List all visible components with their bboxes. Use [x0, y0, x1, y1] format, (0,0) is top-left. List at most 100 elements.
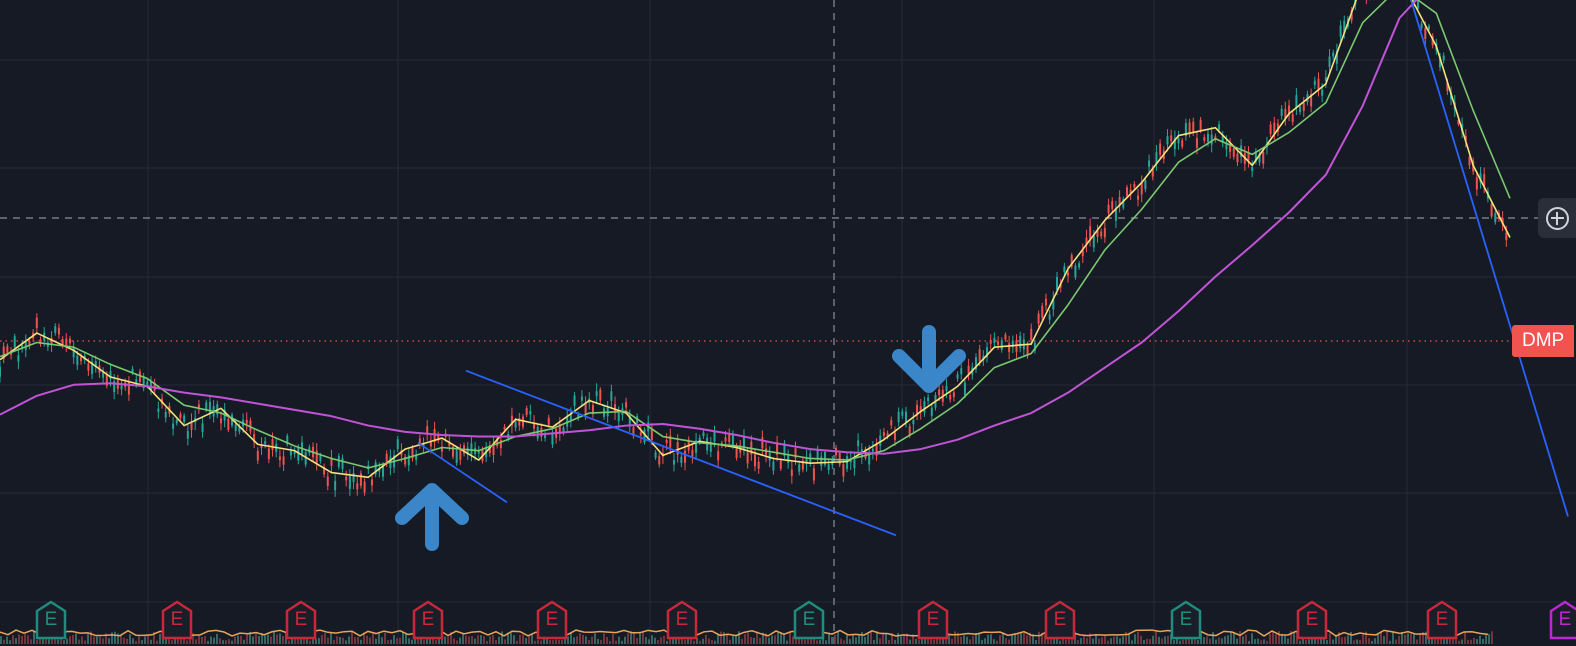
volume-bar [21, 636, 23, 644]
volume-bar [18, 634, 20, 644]
crosshair-plus-icon[interactable] [1538, 198, 1576, 238]
volume-bar [447, 636, 449, 644]
candle-body [1159, 143, 1162, 155]
candle-body [363, 481, 366, 493]
candle-body [1254, 151, 1257, 162]
volume-bar [561, 639, 563, 644]
volume-bar [1440, 636, 1442, 644]
earnings-marker[interactable]: E [285, 600, 317, 640]
volume-bar [1404, 634, 1406, 644]
earnings-marker[interactable]: E [1549, 600, 1576, 640]
candle-body [76, 355, 79, 366]
volume-bar [1488, 633, 1490, 644]
volume-bar [870, 631, 872, 644]
candle-body [1225, 143, 1228, 150]
volume-bar [1221, 638, 1223, 644]
volume-bar [582, 634, 584, 644]
candle-body [1148, 160, 1151, 167]
volume-bar [858, 635, 860, 644]
volume-bar [852, 633, 854, 644]
volume-bar [819, 640, 821, 644]
earnings-marker[interactable]: E [536, 600, 568, 640]
candle-body [477, 450, 480, 454]
earnings-marker[interactable]: E [917, 600, 949, 640]
candle-body [540, 427, 543, 437]
candle-body [319, 455, 322, 462]
candle-body [672, 459, 675, 465]
candle-body [754, 454, 756, 467]
earnings-marker[interactable]: E [793, 600, 825, 640]
volume-bar [1380, 631, 1382, 644]
earnings-marker[interactable]: E [35, 600, 67, 640]
volume-bar [1170, 634, 1172, 644]
volume-bar [501, 631, 503, 644]
volume-bar [1017, 634, 1019, 644]
candle-body [930, 407, 933, 416]
candle-body [1276, 123, 1279, 132]
candle-body [1457, 120, 1460, 124]
volume-bar [432, 634, 434, 644]
earnings-marker[interactable]: E [412, 600, 444, 640]
candle-body [580, 396, 583, 401]
candle-body [846, 456, 849, 469]
volume-bar [267, 634, 269, 644]
candle-body [1424, 27, 1427, 39]
candle-body [963, 382, 966, 396]
volume-bar [849, 639, 851, 644]
volume-bar [672, 638, 674, 644]
candle-body [1011, 341, 1014, 348]
candle-body [1033, 342, 1036, 351]
volume-bar [381, 637, 383, 644]
candle-body [109, 371, 112, 379]
volume-bar [1425, 631, 1427, 644]
volume-bar [1128, 633, 1130, 644]
earnings-marker-label: E [421, 609, 435, 630]
volume-bar [699, 640, 701, 644]
candle-body [286, 435, 289, 445]
earnings-marker[interactable]: E [1170, 600, 1202, 640]
candle-body [304, 452, 307, 465]
arrow-up-icon [395, 483, 469, 551]
candle-body [974, 357, 977, 370]
volume-bar [48, 639, 50, 644]
volume-bar [558, 639, 560, 644]
candle-body [39, 339, 42, 345]
candle-body [466, 447, 469, 455]
candle-body [1048, 314, 1051, 320]
volume-bar [1104, 634, 1106, 644]
volume-bar [864, 637, 866, 644]
volume-bar [366, 635, 368, 644]
volume-bar [774, 635, 776, 644]
volume-bar [1146, 638, 1148, 644]
volume-bar [1080, 638, 1082, 644]
volume-bar [993, 639, 995, 644]
candle-body [1269, 124, 1272, 135]
volume-bar [513, 635, 515, 644]
volume-bar [762, 632, 764, 644]
volume-bar [756, 631, 758, 644]
earnings-marker[interactable]: E [1044, 600, 1076, 640]
candle-body [348, 476, 351, 489]
candle-body [680, 456, 683, 463]
volume-bar [93, 636, 95, 644]
earnings-marker[interactable]: E [1296, 600, 1328, 640]
candle-body [1299, 106, 1302, 112]
volume-bar [1164, 636, 1166, 644]
candle-body [1092, 234, 1095, 248]
volume-bar [1089, 633, 1091, 644]
volume-bar [312, 639, 314, 644]
volume-bar [966, 636, 968, 644]
volume-bar [804, 639, 806, 644]
earnings-marker[interactable]: E [1426, 600, 1458, 640]
volume-bar [564, 637, 566, 644]
candle-body [293, 450, 296, 455]
earnings-marker[interactable]: E [161, 600, 193, 640]
candle-body [1240, 145, 1243, 157]
volume-bar [846, 634, 848, 644]
volume-bar [360, 639, 362, 644]
volume-bar [264, 635, 266, 644]
volume-bar [714, 640, 716, 644]
earnings-marker[interactable]: E [666, 600, 698, 640]
